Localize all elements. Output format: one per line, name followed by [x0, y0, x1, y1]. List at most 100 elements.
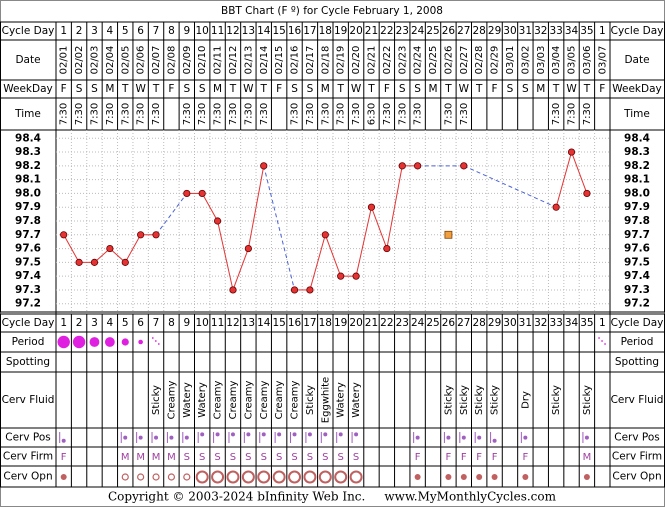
y-tick-label: 98.2 — [624, 160, 650, 172]
weekday: M — [321, 83, 330, 95]
cerv-opn — [257, 470, 271, 484]
cycle-day: 35 — [580, 317, 593, 329]
cycle-day: 1 — [599, 317, 606, 329]
cerv-opn — [460, 474, 467, 480]
cycle-day: 12 — [226, 317, 239, 329]
row-label: Cerv Firm — [3, 451, 53, 463]
cerv-firm: S — [307, 452, 313, 463]
y-tick-label: 97.5 — [624, 256, 650, 268]
cerv-firm: S — [338, 452, 344, 463]
y-tick-label: 98.1 — [624, 174, 650, 186]
cerv-firm: S — [245, 452, 251, 463]
cerv-pos — [354, 432, 359, 437]
cycle-day: 11 — [211, 317, 224, 329]
date: 02/21 — [366, 46, 377, 75]
time: 7:30 — [459, 103, 470, 125]
cycle-day: 7 — [153, 25, 160, 37]
row-label: Date — [15, 54, 40, 66]
discarded-point — [444, 230, 453, 239]
y-tick-label: 98.0 — [15, 187, 41, 199]
cycle-day: 20 — [349, 317, 362, 329]
cycle-day: 5 — [122, 25, 129, 37]
cycle-day: 34 — [565, 317, 579, 329]
y-tick-label: 97.3 — [15, 284, 41, 296]
cycle-day: 29 — [488, 317, 501, 329]
temp-line — [355, 207, 372, 277]
y-tick-label: 97.4 — [15, 270, 41, 282]
cerv-fluid: Sticky — [582, 385, 593, 415]
date: 02/28 — [474, 46, 485, 75]
weekday: S — [522, 83, 529, 95]
time: 7:30 — [213, 103, 224, 125]
weekday: S — [91, 83, 98, 95]
gap-line — [463, 165, 557, 208]
cerv-firm: F — [415, 452, 421, 463]
cerv-firm: S — [322, 452, 328, 463]
temp-line — [232, 248, 249, 291]
cycle-day: 11 — [211, 25, 224, 37]
row-label: Cycle Day — [611, 25, 664, 37]
cycle-day: 9 — [183, 317, 190, 329]
cerv-fluid: Sticky — [459, 385, 470, 415]
time: 7:30 — [105, 103, 116, 125]
row-label: Date — [624, 54, 649, 66]
cycle-day: 10 — [196, 317, 209, 329]
y-tick-label: 97.2 — [15, 298, 41, 310]
cerv-opn — [414, 474, 421, 480]
temp-point — [552, 203, 560, 211]
row-label: Cerv Opn — [3, 471, 52, 483]
cycle-day: 29 — [488, 25, 501, 37]
temp-point — [60, 231, 68, 239]
cerv-opn — [195, 470, 209, 484]
cerv-fluid: Creamy — [259, 381, 270, 420]
weekday: T — [552, 83, 560, 95]
cerv-firm: S — [261, 452, 267, 463]
date: 03/07 — [597, 46, 608, 75]
temp-point — [383, 244, 391, 253]
y-tick-label: 98.3 — [15, 146, 41, 158]
cerv-opn — [288, 470, 302, 484]
time: 7:30 — [120, 103, 131, 125]
cerv-firm: F — [522, 452, 528, 463]
date: 02/15 — [274, 46, 285, 75]
cerv-pos — [246, 432, 251, 437]
cycle-day: 13 — [242, 317, 255, 329]
weekday: M — [536, 83, 545, 95]
period-dot — [89, 337, 100, 347]
weekday: T — [444, 83, 452, 95]
y-tick-label: 98.1 — [15, 174, 41, 186]
cycle-day: 21 — [365, 317, 378, 329]
y-tick-label: 97.3 — [624, 284, 650, 296]
date: 03/04 — [551, 46, 562, 75]
cycle-day: 3 — [91, 25, 98, 37]
time: 7:30 — [151, 103, 162, 125]
cerv-pos — [446, 435, 451, 440]
weekday: S — [183, 83, 190, 95]
weekday: T — [475, 83, 483, 95]
period-spotting — [598, 337, 606, 345]
weekday: S — [507, 83, 514, 95]
cycle-day: 6 — [137, 317, 144, 329]
temp-point — [290, 286, 299, 294]
time: 7:30 — [74, 103, 85, 125]
weekday: F — [492, 83, 498, 95]
cycle-day: 17 — [303, 317, 316, 329]
temp-point — [321, 231, 329, 239]
cycle-day: 13 — [242, 25, 255, 37]
cerv-firm: F — [446, 452, 452, 463]
weekday: F — [276, 83, 282, 95]
cerv-fluid: Watery — [351, 382, 362, 418]
cerv-opn — [152, 473, 160, 481]
y-tick-label: 98.3 — [624, 146, 650, 158]
cycle-day: 35 — [580, 25, 593, 37]
weekday: M — [213, 83, 222, 95]
cycle-day: 10 — [196, 25, 209, 37]
cycle-day: 22 — [380, 25, 393, 37]
y-tick-label: 97.2 — [624, 298, 650, 310]
y-tick-label: 97.5 — [15, 256, 41, 268]
weekday: S — [291, 83, 298, 95]
weekday: W — [566, 83, 577, 95]
cycle-day: 33 — [549, 25, 562, 37]
cycle-day: 4 — [107, 317, 114, 329]
